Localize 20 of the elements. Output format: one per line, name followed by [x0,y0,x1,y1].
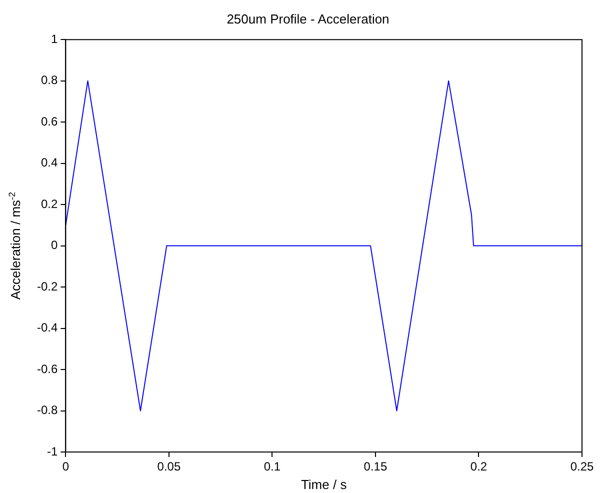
y-tick-label: -0.4 [36,320,58,335]
x-tick-label: 0.1 [264,460,281,474]
x-tick-label: 0.05 [157,460,181,474]
x-tick-label: 0.15 [364,460,388,474]
x-axis-title: Time / s [300,476,348,492]
y-tick-label: -0.6 [36,362,58,376]
y-tick-label: 0.4 [40,156,58,170]
y-tick-label: 1 [50,32,58,46]
y-tick-label: -0.8 [36,403,58,418]
x-tick-label: 0 [62,460,70,474]
x-tick-label: 0.2 [470,460,488,474]
chart-title: 250um Profile - Acceleration [226,11,390,26]
y-tick-label: -0.2 [36,279,58,294]
y-tick-label: 0.6 [40,114,58,128]
y-tick-label: 0.8 [40,73,58,88]
y-tick-label: 0 [50,238,58,252]
y-tick-label: -1 [47,444,58,458]
y-tick-label: 0.2 [40,196,58,211]
y-axis-title: Acceleration / ms-2 [7,192,23,300]
x-tick-label: 0.25 [570,460,594,474]
